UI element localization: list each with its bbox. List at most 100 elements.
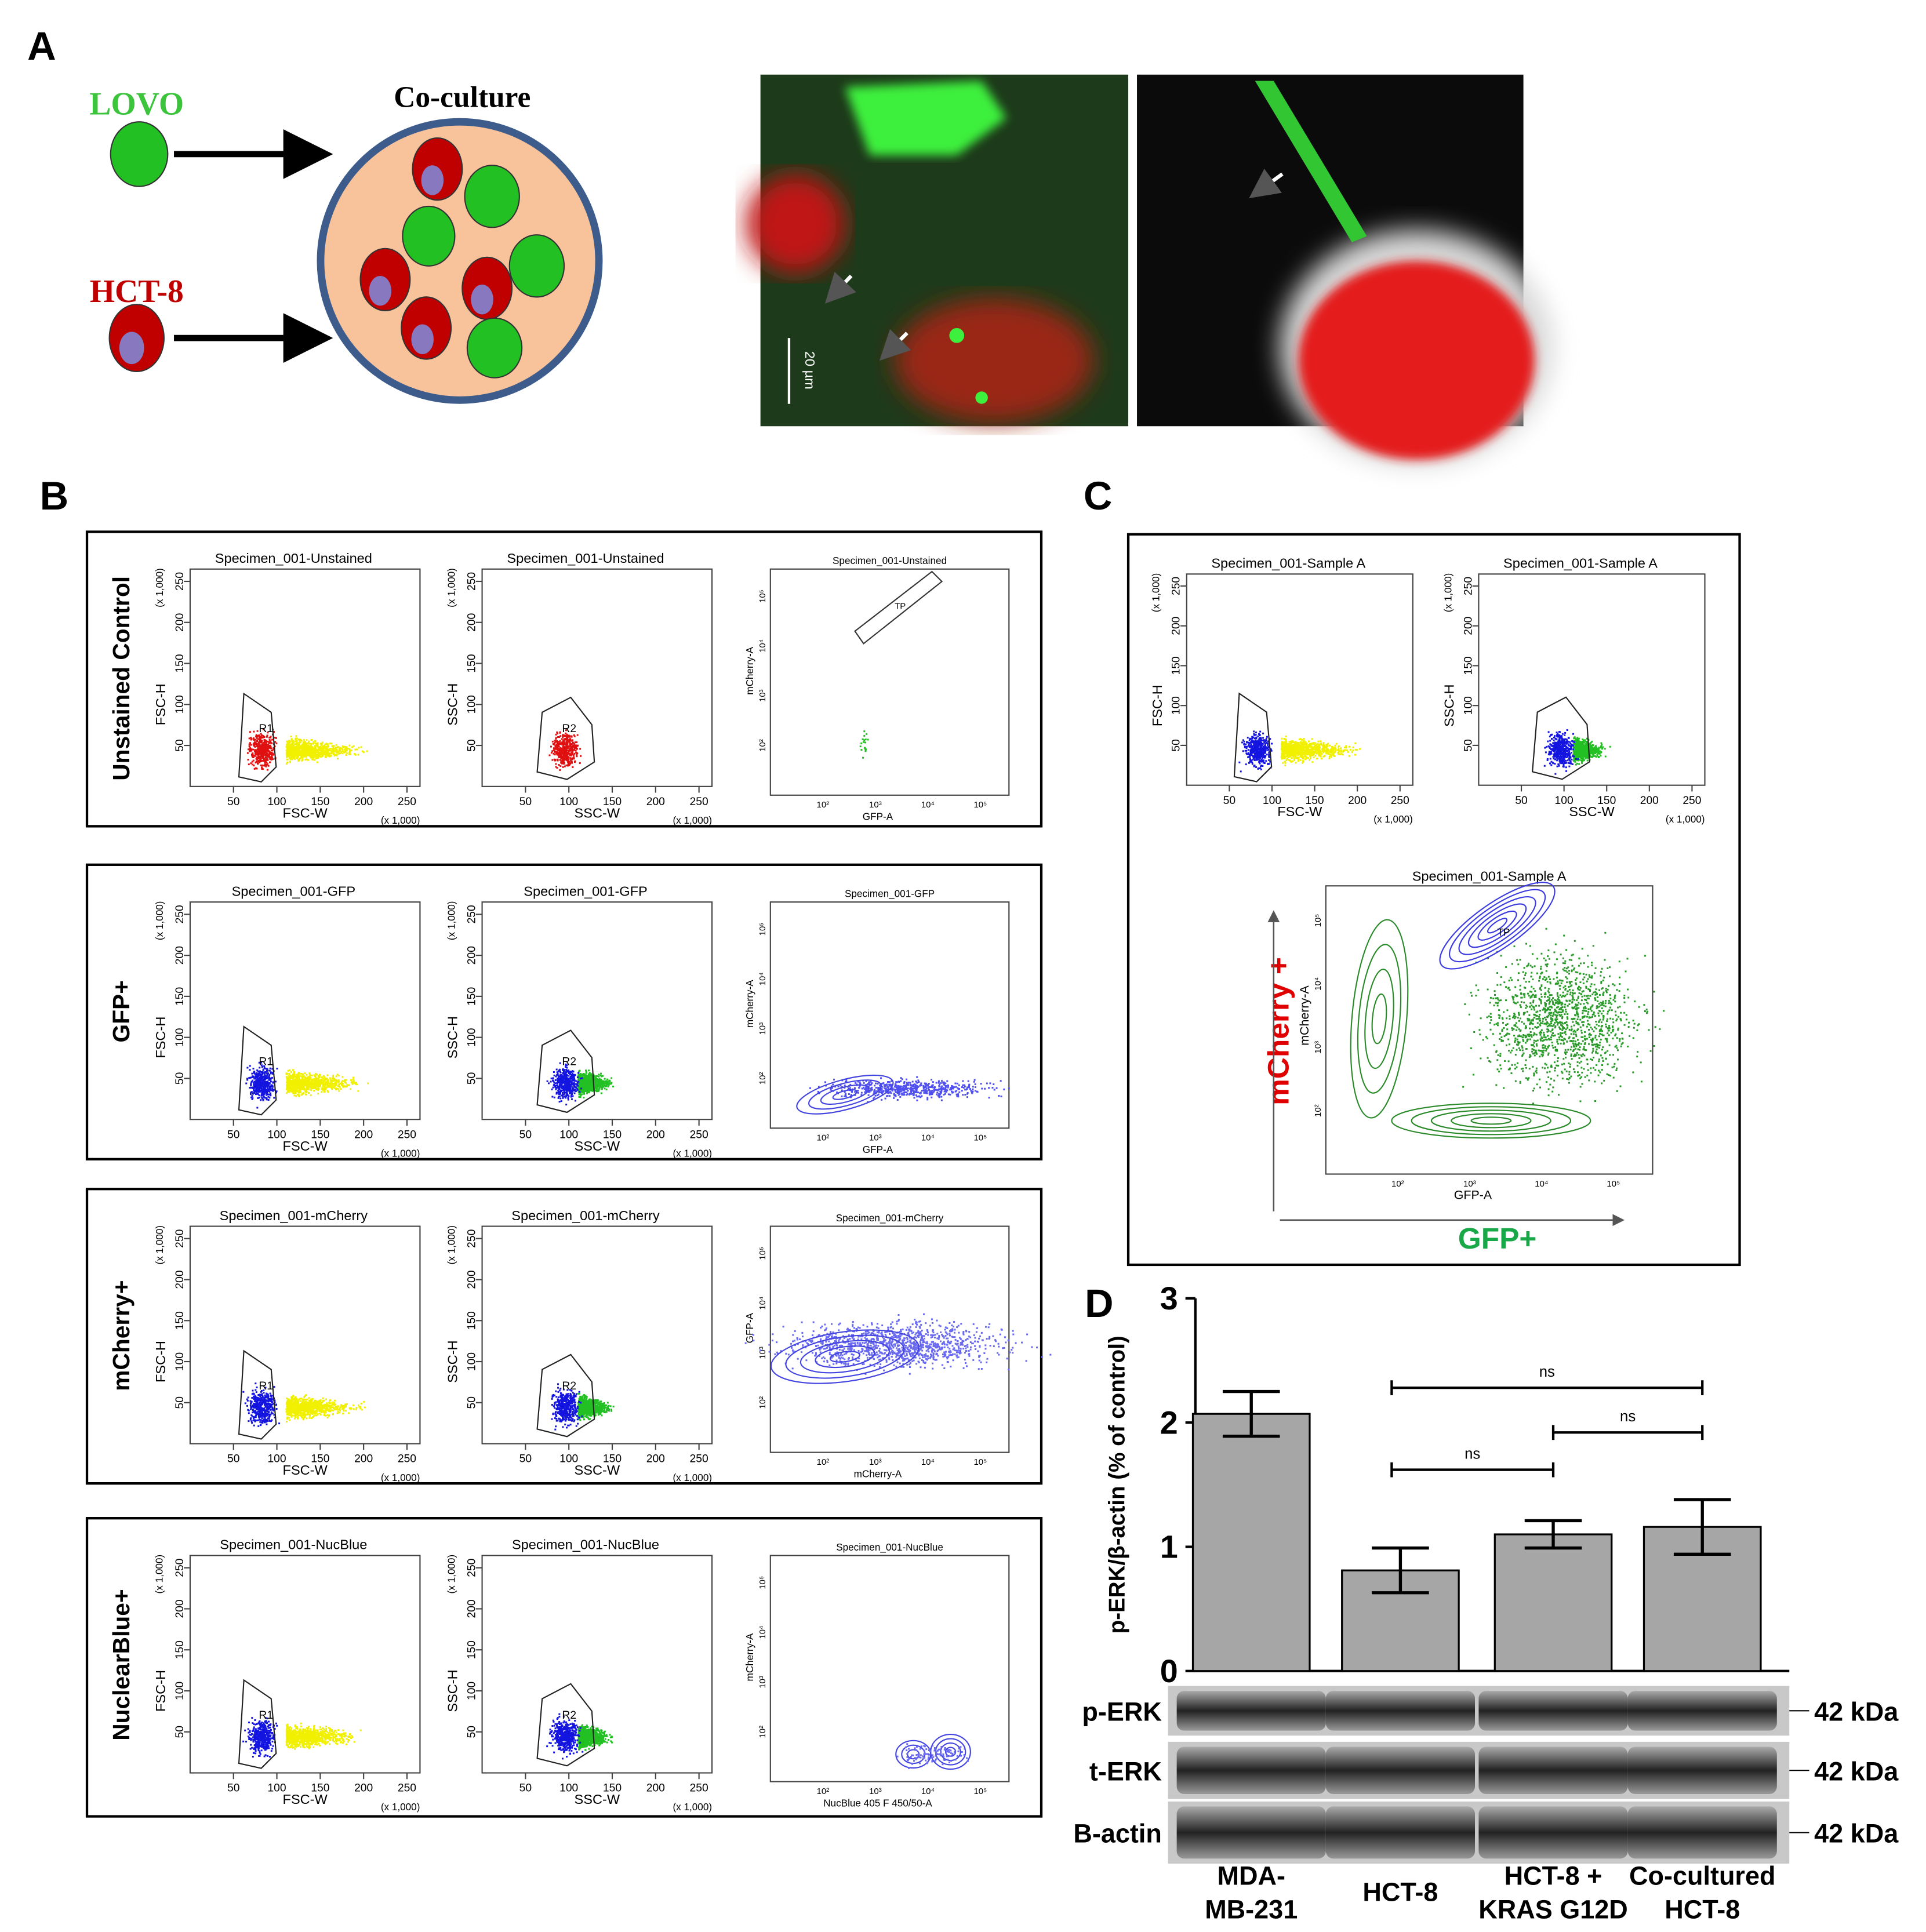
axis-title: SSC-H — [445, 1669, 460, 1712]
x-tick-label: 10⁵ — [1607, 1179, 1620, 1189]
x-tick-label: 200 — [354, 1453, 373, 1465]
y-tick-label: 50 — [174, 1726, 186, 1738]
axis-unit: (x 1,000) — [673, 814, 712, 826]
bar — [1191, 1413, 1311, 1672]
x-tick-label: 150 — [603, 1129, 622, 1141]
x-tick-label: 50 — [227, 796, 239, 808]
x-tick-label: 10⁴ — [921, 800, 935, 810]
axis-unit: (x 1,000) — [445, 1555, 457, 1594]
x-tick-label: 150 — [311, 1129, 329, 1141]
blot-size: 42 kDa — [1814, 1697, 1899, 1727]
plot-title: Specimen_001-Sample A — [1503, 556, 1658, 571]
contour — [1451, 1113, 1532, 1129]
axis-unit: (x 1,000) — [381, 814, 420, 826]
event-cloud — [859, 730, 869, 759]
axis-unit: (x 1,000) — [381, 1147, 420, 1159]
blot-size: 42 kDa — [1814, 1819, 1899, 1849]
x-tick-label: 250 — [1391, 795, 1409, 807]
y-tick-label: 250 — [466, 905, 478, 923]
event-cloud — [744, 1313, 1052, 1375]
y-tick-label: 10⁵ — [758, 922, 768, 936]
x-tick-label: 10⁴ — [1535, 1179, 1548, 1189]
x-tick-label: 10² — [1391, 1179, 1404, 1189]
y-tick-label: 200 — [1171, 617, 1183, 635]
y-tick-label: 0 — [1160, 1653, 1178, 1689]
axis-title: FSC-H — [153, 1341, 168, 1382]
blot-label: B-actin — [1073, 1819, 1162, 1849]
contour — [1439, 882, 1556, 970]
axis-title: SSC-W — [575, 1792, 620, 1807]
plot-frame — [481, 568, 713, 787]
y-tick-label: 100 — [466, 1352, 478, 1371]
gate — [536, 696, 595, 780]
blot-band — [1325, 1691, 1476, 1731]
axis-unit: (x 1,000) — [154, 1225, 165, 1265]
axis-title: GFP-A — [1454, 1188, 1492, 1202]
gate — [238, 1025, 277, 1116]
error-bar — [1222, 1389, 1280, 1438]
blot-band — [1627, 1691, 1777, 1731]
blot-band — [1176, 1747, 1326, 1794]
axis-title: mCherry-A — [854, 1468, 902, 1479]
plot-title: Specimen_001-Sample A — [1412, 869, 1567, 884]
blot-band — [1325, 1806, 1476, 1859]
contour — [1458, 896, 1536, 955]
x-tick-label: 150 — [603, 1453, 622, 1465]
x-tick-label: 10² — [816, 1133, 829, 1143]
axis-unit: (x 1,000) — [154, 568, 165, 607]
y-tick-label: 250 — [174, 1229, 186, 1248]
x-tick-label: 10² — [816, 1787, 829, 1796]
gate-label: R2 — [562, 723, 576, 735]
x-tick-label: 50 — [519, 1782, 532, 1795]
plot-title: Specimen_001-GFP — [845, 888, 935, 900]
axis-title: SSC-W — [575, 1462, 620, 1478]
scale-bar-label: 20 µm — [802, 351, 817, 390]
gate — [536, 1683, 595, 1767]
axis-unit: (x 1,000) — [445, 901, 457, 940]
plot-title: Specimen_001-NucBlue — [512, 1537, 659, 1552]
x-tick-label: 10³ — [869, 1787, 882, 1796]
row-frame — [85, 530, 1043, 828]
x-tick-label: 200 — [354, 796, 373, 808]
x-tick-label: 10⁵ — [973, 800, 987, 810]
gate — [238, 692, 277, 783]
y-tick-label: 200 — [466, 1270, 478, 1289]
axis-unit: (x 1,000) — [1666, 813, 1705, 825]
axis-title: GFP-A — [863, 1144, 893, 1155]
x-tick-label: 200 — [1640, 795, 1659, 807]
x-tick-label: 250 — [690, 1453, 708, 1465]
event-cloud — [242, 1717, 278, 1758]
blot-label: t-ERK — [1089, 1756, 1162, 1786]
contour — [1391, 1103, 1591, 1139]
x-tick-label: KRAS G12D — [1478, 1894, 1628, 1924]
plot-title: Specimen_001-mCherry — [220, 1208, 368, 1223]
event-cloud — [245, 1061, 278, 1109]
dish-label: Co-culture — [394, 81, 530, 114]
axis-title: SSC-H — [445, 1016, 460, 1058]
y-tick-label: 250 — [466, 1559, 478, 1577]
blot-band — [1627, 1806, 1777, 1859]
axis-unit: (x 1,000) — [445, 568, 457, 607]
y-tick-label: 50 — [466, 739, 478, 751]
micrograph — [1137, 74, 1554, 466]
contour — [1411, 1106, 1572, 1136]
x-tick-label: 200 — [354, 1129, 373, 1141]
x-tick-label: HCT-8 — [1362, 1877, 1438, 1906]
gate-label: R1 — [259, 1709, 273, 1722]
x-tick-label: 10⁴ — [921, 1457, 935, 1467]
y-tick-label: 100 — [174, 1028, 186, 1047]
y-tick-label: 200 — [174, 1270, 186, 1289]
axis-title: FSC-W — [1277, 804, 1322, 819]
blot-band — [1325, 1747, 1476, 1794]
gate — [1233, 692, 1273, 783]
y-tick-label: 150 — [466, 654, 478, 672]
axis-unit: (x 1,000) — [673, 1472, 712, 1483]
x-tick-label: 100 — [559, 1782, 578, 1795]
y-tick-label: 100 — [174, 1682, 186, 1700]
axis-title: SSC-H — [445, 683, 460, 726]
x-tick-label: 100 — [1263, 795, 1281, 807]
x-tick-label: 250 — [398, 1129, 416, 1141]
x-tick-label: Co-cultured — [1629, 1861, 1776, 1890]
x-tick-label: 100 — [267, 1782, 286, 1795]
axis-title: mCherry-A — [744, 1633, 755, 1681]
